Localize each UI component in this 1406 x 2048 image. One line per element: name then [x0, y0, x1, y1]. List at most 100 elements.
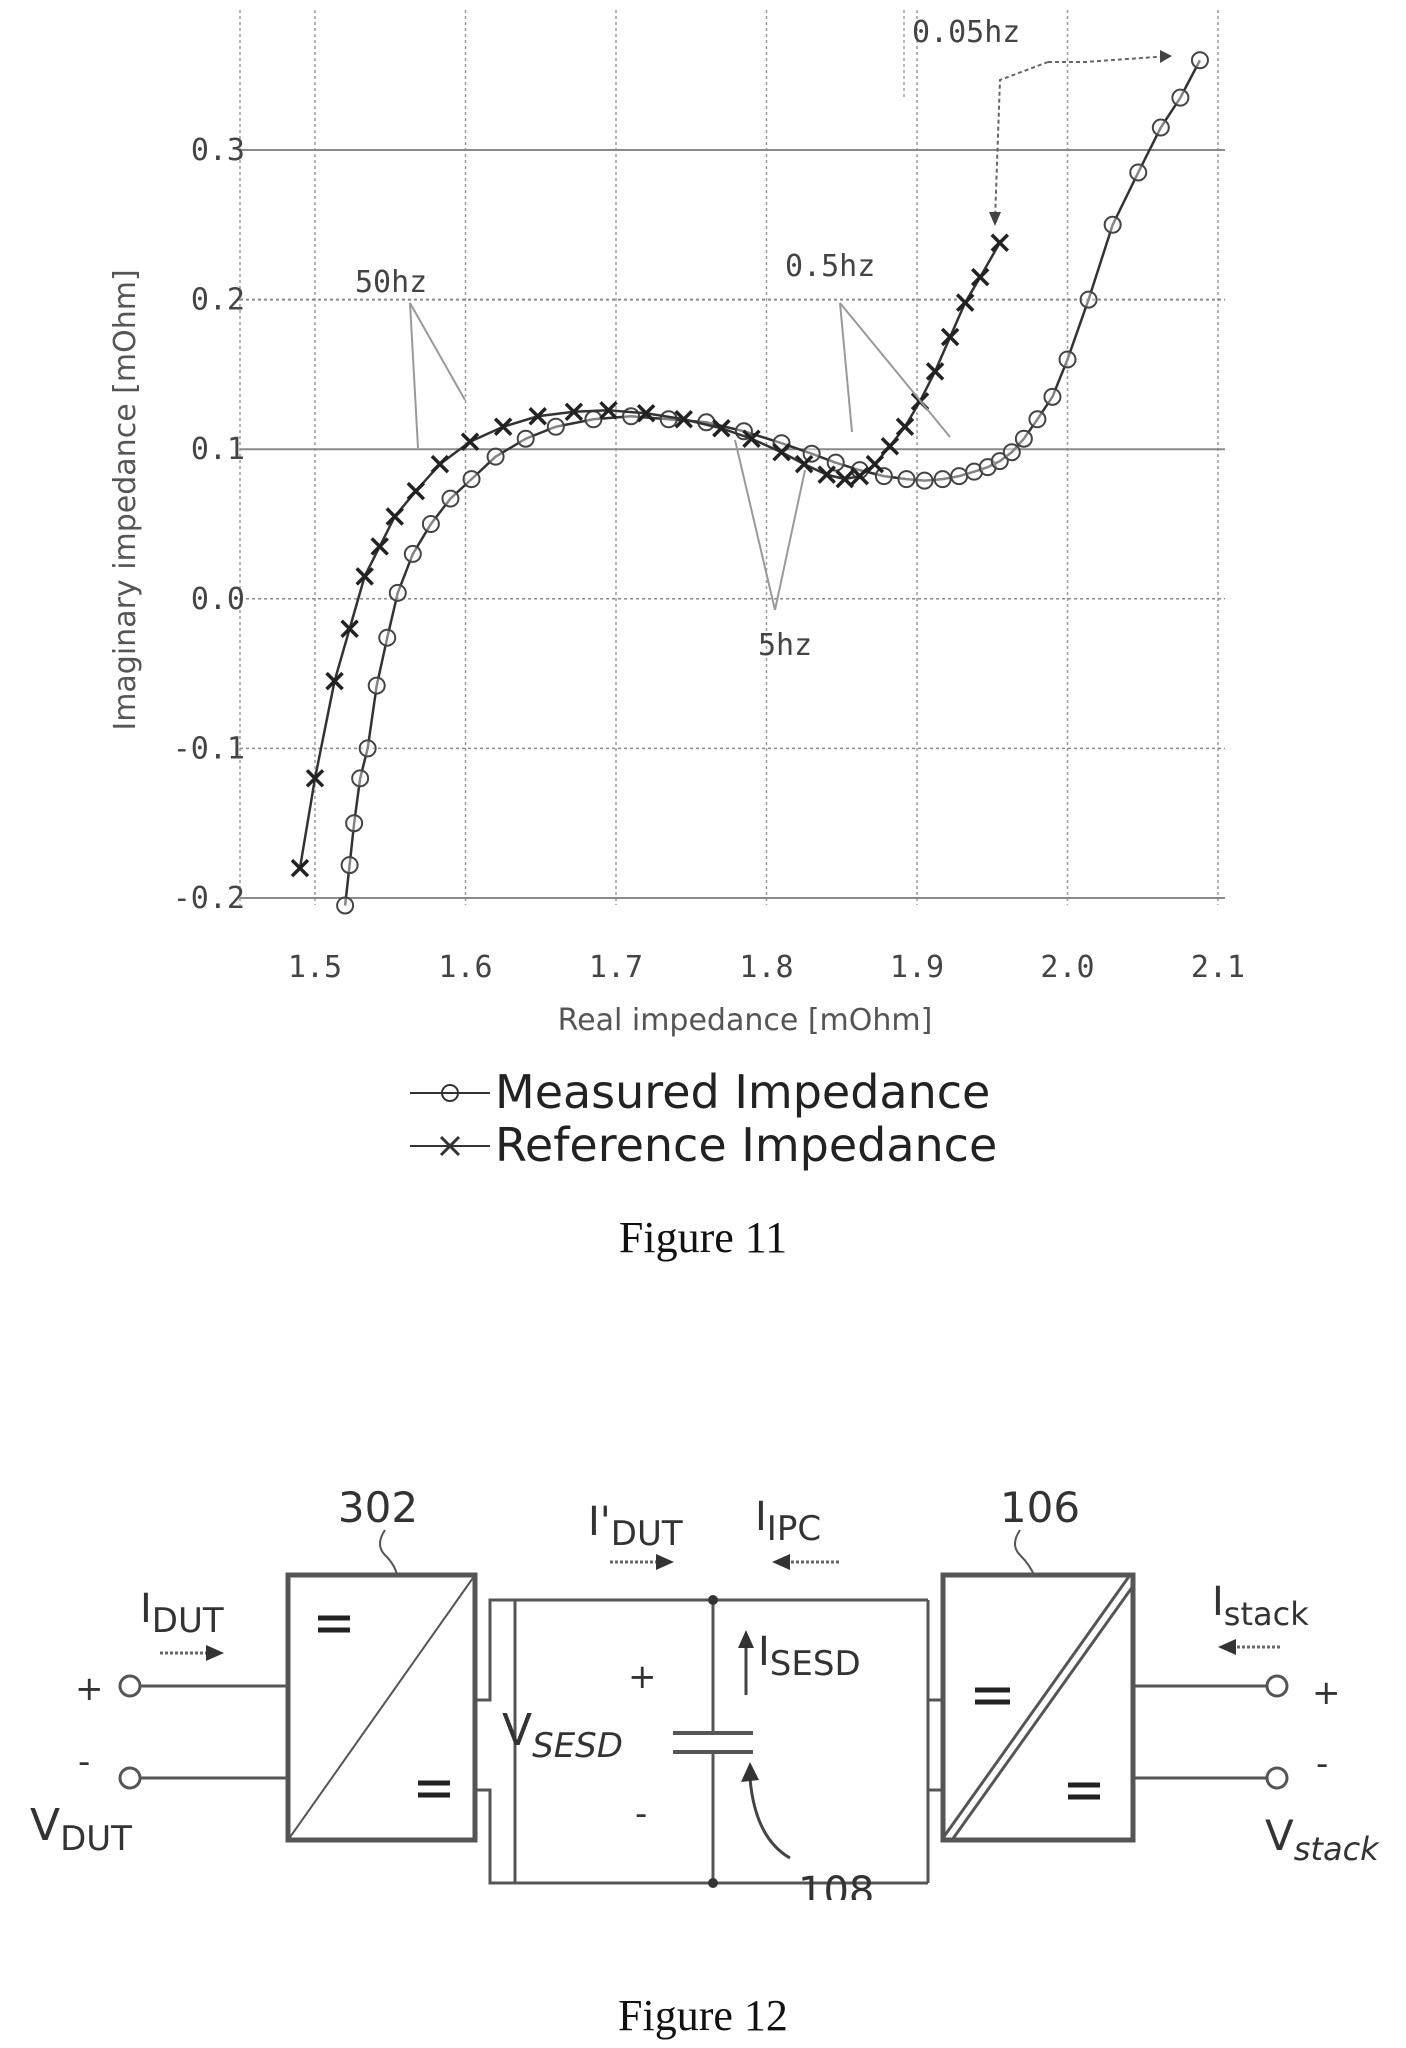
figure-11-caption: Figure 11	[618, 1213, 788, 1262]
x-tick-label: 1.8	[739, 950, 793, 985]
label-i-ipc: IIPC	[755, 1494, 821, 1549]
figure-12-caption: Figure 12	[618, 1991, 788, 2040]
data-point	[378, 628, 397, 647]
data-point	[1043, 387, 1062, 406]
arrow-i-ipc	[772, 1554, 840, 1570]
ref-106: 106	[1000, 1483, 1080, 1532]
data-point	[636, 404, 656, 423]
data-point	[1103, 215, 1122, 234]
figure-11-chart: 1.5 1.6 1.7 1.8 1.9 2.0 2.1 -0.2 -0.1 0.0 0.1 0.2 0…	[108, 10, 1245, 1172]
data-point	[1190, 51, 1209, 70]
data-point	[835, 469, 854, 489]
data-point	[674, 410, 693, 429]
svg-text:0.5hz: 0.5hz	[785, 249, 875, 284]
label-i-dut: IDUT	[140, 1586, 224, 1641]
ref-108: 108	[798, 1869, 874, 1900]
data-point	[865, 454, 885, 474]
data-point	[1151, 118, 1170, 137]
data-point	[564, 402, 584, 422]
figure-12-circuit-diagram: 302 106	[30, 1483, 1380, 1900]
x-tick-label: 2.0	[1040, 950, 1094, 985]
chart-grid	[240, 10, 1225, 905]
data-point	[1028, 410, 1047, 429]
data-point	[742, 429, 761, 448]
series-measured	[336, 51, 1209, 915]
data-point	[933, 470, 952, 489]
x-tick-labels: 1.5 1.6 1.7 1.8 1.9 2.0 2.1	[288, 950, 1245, 985]
data-point	[340, 619, 359, 638]
label-minus-left: -	[78, 1742, 90, 1782]
x-tick-label: 1.6	[438, 950, 492, 985]
data-point	[584, 410, 603, 429]
data-point	[712, 419, 731, 438]
data-point	[915, 471, 934, 490]
data-point	[493, 417, 513, 436]
label-v-dut: VDUT	[30, 1800, 132, 1859]
data-point	[516, 429, 535, 448]
data-point	[794, 454, 814, 474]
data-point	[406, 481, 426, 501]
label-v-sesd: VSESD	[502, 1705, 623, 1766]
data-point	[1079, 290, 1098, 309]
right-terminals	[1133, 1674, 1289, 1790]
y-tick-label: 0.3	[191, 133, 245, 168]
x-tick-label: 1.9	[890, 950, 944, 985]
data-point	[990, 233, 1010, 252]
data-point	[290, 858, 310, 878]
data-point	[940, 327, 960, 347]
x-tick-label: 2.1	[1191, 950, 1245, 985]
data-point	[486, 447, 505, 466]
svg-text:Reference Impedance: Reference Impedance	[495, 1118, 997, 1172]
data-point	[826, 453, 845, 472]
data-point	[1014, 429, 1033, 448]
data-point	[325, 671, 344, 691]
data-point	[345, 814, 364, 833]
data-point	[441, 489, 460, 508]
series-reference	[290, 233, 1010, 878]
sesd-network	[475, 1595, 943, 1888]
label-sesd-plus: +	[628, 1657, 657, 1697]
data-point	[1171, 88, 1190, 107]
label-v-stack: Vstack	[1265, 1811, 1380, 1868]
annotation-0-05hz: 0.05hz	[903, 10, 1172, 226]
svg-text:Measured Impedance: Measured Impedance	[495, 1065, 990, 1119]
converter-302: 302	[285, 1483, 478, 1843]
data-point	[817, 465, 836, 484]
series-line	[343, 59, 1202, 906]
arrow-i-dut	[160, 1645, 224, 1661]
data-point	[1058, 350, 1077, 369]
data-point	[970, 267, 990, 287]
left-terminals	[118, 1674, 288, 1790]
data-point	[925, 362, 945, 381]
y-tick-label: -0.1	[173, 731, 245, 766]
annotation-0-5hz: 0.5hz	[785, 249, 951, 438]
data-point	[850, 466, 870, 486]
legend: Measured Impedance Reference Impedance	[410, 1065, 997, 1172]
y-tick-label: 0.1	[191, 432, 245, 467]
y-axis-label: Imaginary impedance [mOhm]	[108, 269, 143, 730]
label-i-sesd: ISESD	[758, 1629, 861, 1684]
converter-106: 106	[940, 1483, 1136, 1843]
data-point	[460, 432, 480, 451]
data-point	[358, 739, 377, 758]
data-point	[659, 410, 678, 429]
x-axis-label: Real impedance [mOhm]	[558, 1003, 933, 1038]
arrow-i-sesd	[738, 1630, 754, 1695]
data-point	[403, 544, 422, 563]
data-point	[355, 567, 374, 586]
y-tick-label: 0.0	[191, 582, 245, 617]
annotation-5hz: 5hz	[734, 439, 812, 663]
svg-text:50hz: 50hz	[355, 265, 427, 300]
y-tick-label: 0.2	[191, 283, 245, 318]
data-point	[546, 417, 565, 436]
data-point	[340, 856, 359, 875]
y-tick-labels: -0.2 -0.1 0.0 0.1 0.2 0.3	[173, 133, 245, 916]
data-point	[955, 293, 975, 312]
data-point	[874, 467, 893, 486]
data-point	[462, 470, 481, 489]
data-point	[990, 452, 1009, 471]
data-point	[336, 896, 355, 915]
label-sesd-minus: -	[635, 1794, 647, 1834]
data-point	[880, 436, 900, 456]
label-plus-right: +	[1312, 1673, 1341, 1713]
